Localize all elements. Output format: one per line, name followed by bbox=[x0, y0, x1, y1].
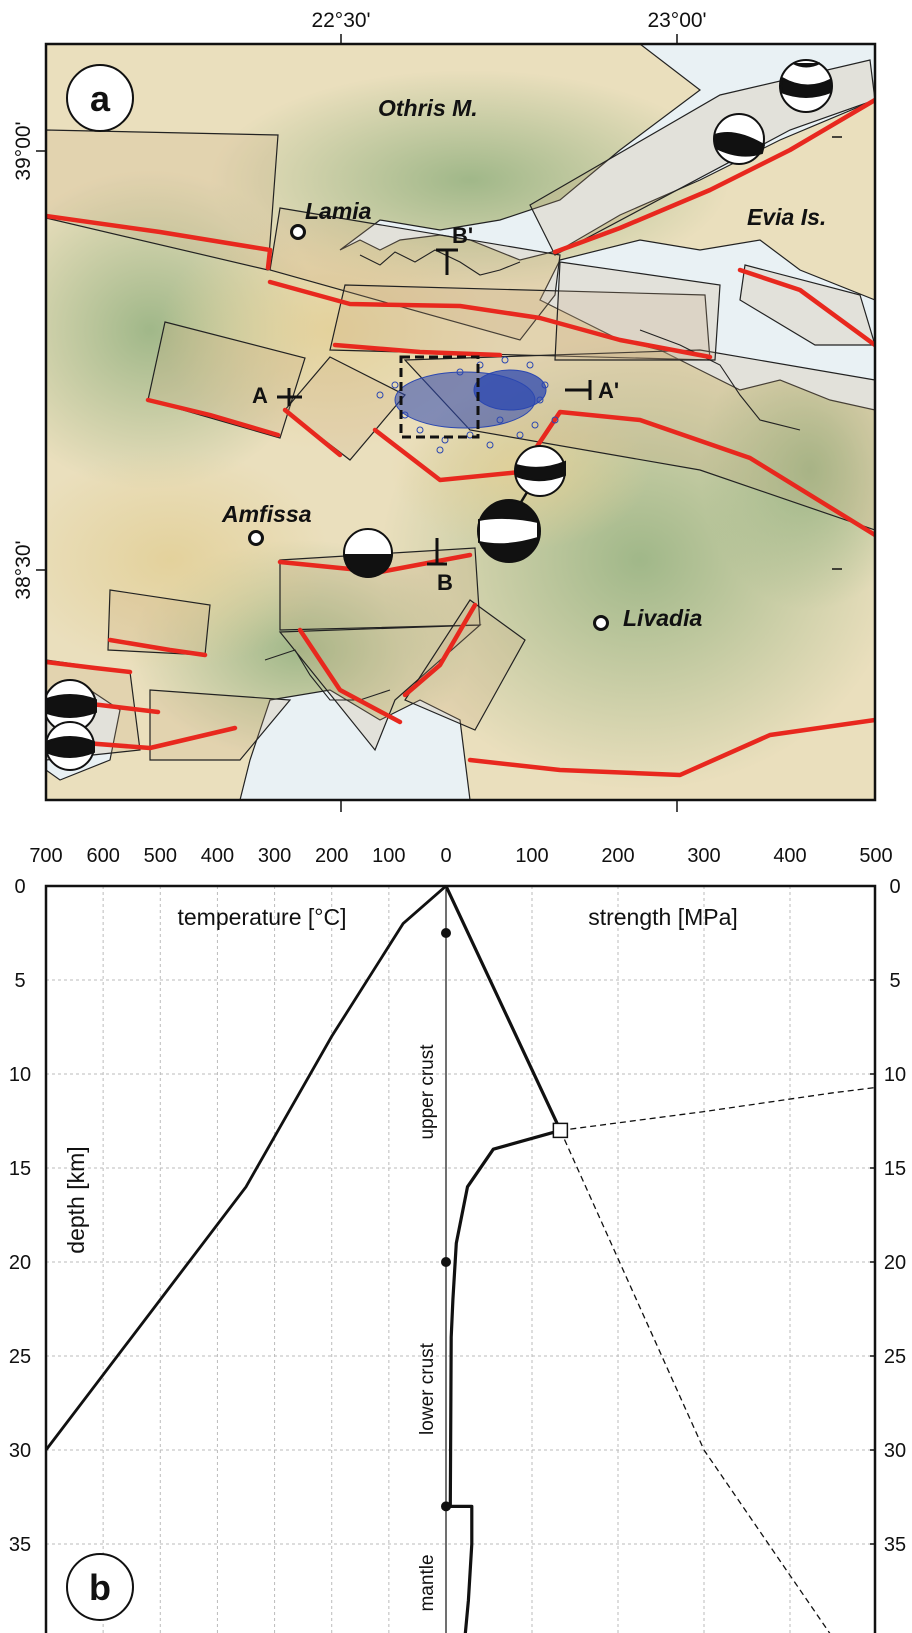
focal-mechanisms bbox=[46, 59, 833, 771]
layer-label-mantle: mantle bbox=[417, 1554, 438, 1611]
town-markers bbox=[248, 224, 609, 631]
place-label-lamia: Lamia bbox=[305, 198, 372, 224]
temperature-tick-label: 300 bbox=[258, 845, 291, 867]
focal-mechanism-icon bbox=[514, 445, 566, 497]
strength-tick-label: 400 bbox=[773, 845, 806, 867]
depth-tick-label-left: 5 bbox=[14, 970, 25, 992]
depth-tick-label-right: 25 bbox=[884, 1346, 906, 1368]
depth-tick-label-right: 5 bbox=[889, 970, 900, 992]
study-area-box bbox=[399, 355, 480, 439]
seismicity-cluster bbox=[376, 356, 559, 454]
latitude-label-3900: 39°00' bbox=[12, 121, 35, 180]
strength-axis-label: strength [MPa] bbox=[588, 904, 738, 930]
place-label-amfissa: Amfissa bbox=[221, 501, 312, 527]
section-label-b: B bbox=[437, 570, 453, 595]
depth-tick-label-right: 20 bbox=[884, 1252, 906, 1274]
town-marker-lamia bbox=[290, 224, 306, 240]
panel-badge-a bbox=[66, 64, 134, 132]
focal-mechanism-icon bbox=[779, 59, 833, 113]
brittle-ductile-transition-marker bbox=[552, 1122, 569, 1139]
focal-mechanism-icon bbox=[477, 499, 541, 563]
profile-curves bbox=[46, 886, 875, 1633]
strength-tick-label: 300 bbox=[687, 845, 720, 867]
temperature-tick-label: 500 bbox=[144, 845, 177, 867]
strength-tick-label: 200 bbox=[601, 845, 634, 867]
focal-mechanism-icon bbox=[713, 113, 766, 165]
temperature-tick-label: 700 bbox=[29, 845, 62, 867]
profile-frame bbox=[44, 884, 877, 1633]
depth-tick-label-left: 30 bbox=[9, 1440, 31, 1462]
strength-tick-label: 100 bbox=[515, 845, 548, 867]
fault-blocks bbox=[46, 59, 875, 761]
map-frame bbox=[44, 42, 877, 802]
longitude-label-2230: 22°30' bbox=[311, 9, 370, 32]
depth-tick-label-left: 15 bbox=[9, 1158, 31, 1180]
depth-tick-label-left: 35 bbox=[9, 1534, 31, 1556]
panel-badge-b bbox=[66, 1553, 134, 1621]
ductile-extension-curve bbox=[560, 1086, 875, 1132]
map-panel: Othris M. Lamia Evia Is. Amfissa Livadia… bbox=[46, 44, 875, 800]
layer-label-upper-crust: upper crust bbox=[417, 1044, 438, 1140]
layer-label-lower-crust: lower crust bbox=[417, 1342, 438, 1435]
focal-mechanism-icon bbox=[342, 528, 394, 579]
town-marker-amfissa bbox=[248, 530, 264, 546]
focal-mechanism-icon bbox=[46, 721, 95, 771]
depth-tick-label-right: 15 bbox=[884, 1158, 906, 1180]
zero-tick-label: 0 bbox=[440, 845, 451, 867]
focal-mechanism-icon bbox=[46, 679, 97, 733]
temperature-tick-label: 600 bbox=[86, 845, 119, 867]
depth-tick-label-left: 20 bbox=[9, 1252, 31, 1274]
depth-tick-label-right: 0 bbox=[889, 876, 900, 898]
panel-label-a: a bbox=[90, 78, 111, 119]
map-graticule bbox=[36, 34, 842, 812]
temperature-axis-label: temperature [°C] bbox=[178, 904, 347, 930]
panel-label-b: b bbox=[89, 1567, 111, 1608]
temperature-tick-label: 200 bbox=[315, 845, 348, 867]
depth-tick-label-right: 35 bbox=[884, 1534, 906, 1556]
depth-tick-label-left: 0 bbox=[14, 876, 25, 898]
strength-tick-label: 500 bbox=[859, 845, 892, 867]
temperature-tick-label: 100 bbox=[372, 845, 405, 867]
profile-grid bbox=[46, 886, 875, 1633]
depth-tick-label-right: 30 bbox=[884, 1440, 906, 1462]
profile-tick-labels: 700 600 500 400 300 200 100 0 100 200 300 400 500 0 0 5… bbox=[9, 845, 906, 1556]
depth-tick-label-right: 10 bbox=[884, 1064, 906, 1086]
place-label-evia: Evia Is. bbox=[747, 204, 826, 230]
place-label-livadia: Livadia bbox=[623, 605, 702, 631]
section-markers bbox=[277, 248, 592, 566]
brittle-extension-curve bbox=[559, 1130, 831, 1633]
temperature-curve bbox=[46, 886, 447, 1451]
section-label-a-prime: A' bbox=[598, 378, 619, 403]
depth-tick-label-left: 10 bbox=[9, 1064, 31, 1086]
latitude-label-3830: 38°30' bbox=[12, 540, 35, 599]
section-label-a: A bbox=[252, 383, 268, 408]
place-label-othris: Othris M. bbox=[378, 95, 478, 121]
depth-tick-label-left: 25 bbox=[9, 1346, 31, 1368]
coastlines bbox=[264, 249, 801, 701]
profile-panel: 700 600 500 400 300 200 100 0 100 200 300 400 500 0 0 5… bbox=[9, 845, 906, 1633]
town-marker-livadia bbox=[593, 615, 609, 631]
strength-curve bbox=[444, 886, 563, 1633]
section-label-b-prime: B' bbox=[452, 223, 473, 248]
depth-axis-label: depth [km] bbox=[63, 1146, 89, 1253]
longitude-label-2300: 23°00' bbox=[647, 9, 706, 32]
temperature-tick-label: 400 bbox=[201, 845, 234, 867]
